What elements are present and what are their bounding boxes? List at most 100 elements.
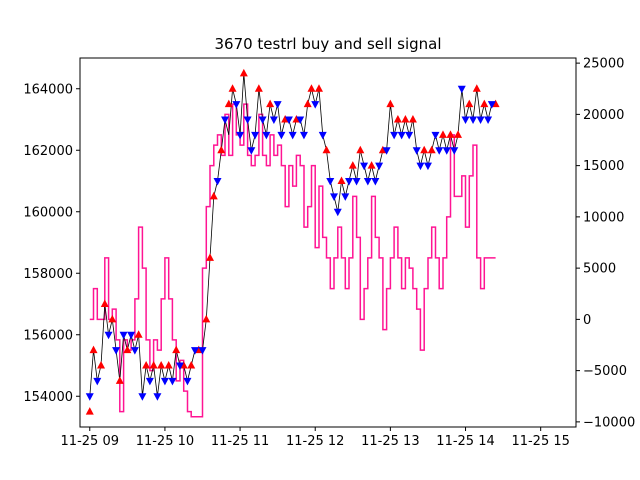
buy-signal-marker [157,361,166,369]
sell-signal-marker [299,131,308,140]
buy-signal-marker [438,130,447,138]
buy-signal-marker [108,314,117,323]
sell-signal-marker [221,116,230,124]
buy-signal-marker [480,99,489,108]
sell-signal-marker [382,147,391,155]
sell-signal-marker [273,101,282,109]
y-left-tick-label: 158000 [23,267,73,282]
buy-signal-marker [465,99,474,108]
x-tick-label: 11-25 14 [436,434,494,449]
sell-signal-marker [127,331,136,340]
x-axis: 11-25 09 11-25 10 11-25 11 11-25 12 11-25 13… [61,427,570,449]
sell-signal-marker [277,131,286,140]
sell-signal-marker [397,131,406,140]
buy-signal-marker [446,130,455,138]
buy-signal-markers [85,68,500,415]
sell-signal-marker [375,162,384,171]
sell-signal-marker [318,131,327,140]
buy-signal-marker [228,84,237,92]
y-right-tick-label: 5000 [583,262,616,277]
buy-signal-marker [85,407,94,415]
x-tick-label: 11-25 12 [286,434,344,449]
buy-signal-marker [164,361,173,369]
sell-signal-marker [288,131,297,140]
sell-signal-marker [423,162,432,171]
sell-signal-marker [104,331,113,340]
sell-signal-marker [198,347,207,355]
price-line [89,73,496,397]
y-right-tick-label: −10000 [583,415,635,430]
buy-signal-marker [356,145,365,154]
buy-signal-marker [454,130,463,138]
y-left-tick-label: 160000 [23,205,73,220]
sell-signal-marker [457,85,466,94]
buy-signal-marker [408,115,417,123]
sell-signal-marker [450,147,459,155]
sell-signal-marker [236,131,245,140]
y-right-tick-label: 15000 [583,159,624,174]
sell-signal-marker [153,393,162,401]
x-tick-label: 11-25 11 [211,434,269,449]
sell-signal-marker [93,377,102,386]
sell-signal-marker [405,131,414,140]
x-tick-label: 11-25 09 [61,434,119,449]
sell-signal-marker [247,147,256,155]
y-left-tick-label: 154000 [23,390,73,405]
buy-signal-marker [206,253,215,261]
buy-signal-marker [367,161,376,169]
sell-signal-marker [330,193,339,201]
buy-signal-marker [97,361,106,369]
chart-title: 3670 testrl buy and sell signal [214,35,441,53]
buy-signal-marker [401,115,410,123]
axes-frame [79,57,577,428]
buy-signal-marker [89,345,98,354]
buy-signal-marker [386,99,395,108]
sell-signal-marker [175,362,184,370]
sell-signal-marker [487,101,496,109]
sell-signal-marker [138,393,147,401]
y-right-tick-label: 20000 [583,108,624,123]
buy-signal-marker [348,161,357,169]
buy-signal-marker [337,176,346,184]
sell-signal-marker [232,101,241,109]
buy-signal-marker [149,361,158,369]
sell-signal-marker [476,116,485,124]
buy-signal-marker [100,299,109,307]
buy-signal-marker [427,145,436,154]
sell-signal-marker [112,347,121,355]
y-right-tick-label: 0 [583,313,591,328]
buy-signal-marker [142,361,151,369]
buy-signal-marker [472,84,481,92]
sell-signal-markers [85,85,496,401]
x-tick-label: 11-25 10 [136,434,194,449]
buy-signal-marker [217,145,226,154]
buy-signal-marker [187,361,196,369]
position-line [89,103,496,418]
buy-signal-marker [224,99,233,108]
y-left-tick-label: 162000 [23,144,73,159]
buy-signal-marker [115,376,124,384]
sell-signal-marker [469,116,478,124]
buy-signal-marker [134,330,143,338]
sell-signal-marker [130,347,139,355]
y-left-axis: 154000 156000 158000 160000 162000 164000 [23,82,80,405]
buy-signal-marker [266,99,275,108]
buy-signal-marker [322,145,331,154]
buy-signal-marker [420,145,429,154]
sell-signal-marker [145,377,154,386]
x-tick-label: 11-25 15 [511,434,569,449]
sell-signal-marker [311,101,320,109]
sell-signal-marker [326,178,335,186]
buy-signal-marker [314,84,323,92]
sell-signal-marker [333,208,342,217]
sell-signal-marker [390,131,399,140]
position-series [89,103,496,418]
price-series [89,73,496,397]
y-right-tick-label: 25000 [583,57,624,72]
sell-signal-marker [363,178,372,186]
sell-signal-marker [251,131,260,140]
sell-signal-marker [442,147,451,155]
sell-signal-marker [352,178,361,186]
y-left-tick-label: 164000 [23,82,73,97]
